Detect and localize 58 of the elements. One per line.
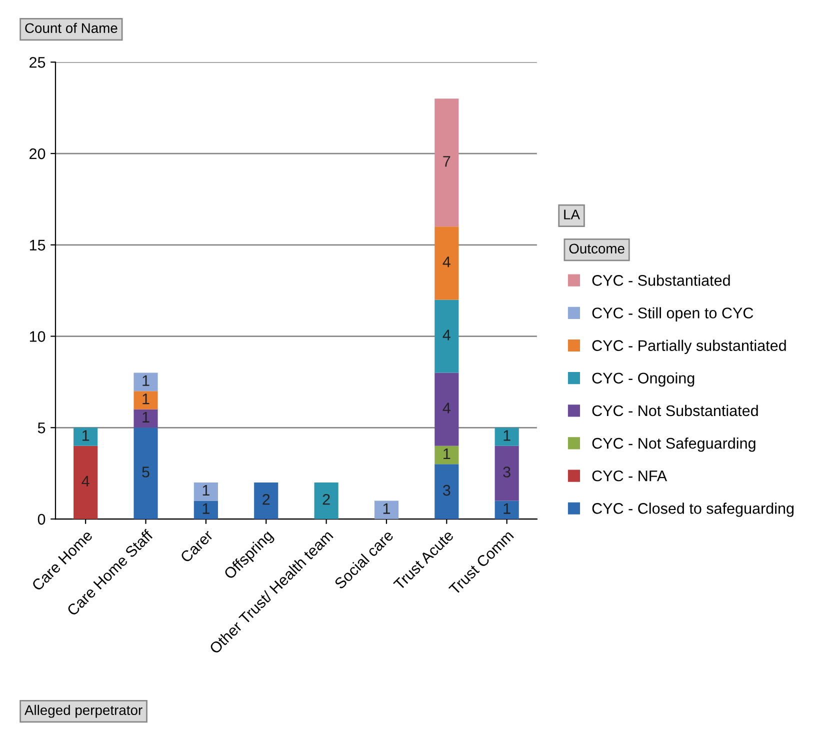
data-label: 5 (142, 466, 150, 478)
bar (434, 446, 459, 464)
bar (494, 446, 519, 501)
data-label: 1 (202, 485, 210, 496)
y-tick-label: 10 (30, 331, 46, 342)
data-label: 1 (444, 448, 450, 459)
bar (134, 391, 158, 410)
data-label: 2 (262, 494, 270, 505)
bar (434, 300, 459, 373)
bar (494, 428, 519, 446)
y-tick-label: 5 (38, 422, 46, 434)
y-tick-label: 25 (30, 57, 46, 68)
bar (74, 428, 98, 446)
data-label: 3 (442, 484, 450, 496)
data-label: 1 (504, 503, 510, 514)
legend-label: CYC - Closed to safeguarding (592, 502, 794, 517)
legend-label: CYC - Substantiated (592, 274, 730, 286)
legend-label: CYC - Ongoing (592, 372, 694, 387)
legend-label: CYC - Partially substantiated (592, 340, 786, 354)
data-label: 1 (504, 430, 510, 441)
y-tick-label: 15 (30, 240, 46, 251)
data-label: 2 (322, 494, 330, 505)
bar (374, 500, 399, 520)
data-label: 1 (142, 394, 150, 404)
x-axis-title: Alleged perpetrator (24, 704, 142, 718)
data-label: 4 (82, 476, 90, 486)
data-label: 1 (82, 430, 90, 441)
data-label: 4 (442, 256, 450, 268)
bar (434, 226, 459, 300)
data-label: 1 (142, 412, 150, 422)
text: LA (564, 210, 580, 220)
legend-label: CYC - NFA (592, 470, 668, 482)
legend-label: CYC - Still open to CYC (592, 307, 754, 322)
data-label: 3 (503, 466, 510, 478)
data-label: 4 (442, 330, 450, 340)
data-label: 1 (383, 503, 390, 514)
data-label: 4 (442, 402, 450, 414)
y-axis-title: Count of Name (25, 22, 118, 34)
bar (314, 482, 338, 520)
y-tick-label: 0 (38, 514, 46, 525)
bar (134, 428, 158, 520)
legend-label: CYC - Not Substantiated (592, 404, 758, 416)
data-label: 1 (202, 503, 210, 514)
data-label: 7 (443, 156, 450, 167)
bar (134, 409, 158, 428)
bar (494, 500, 519, 520)
bar (434, 372, 459, 446)
bar (194, 482, 218, 501)
y-tick-label: 20 (30, 148, 46, 160)
bar (74, 446, 98, 520)
bar (254, 482, 278, 520)
data-label: 1 (142, 375, 150, 386)
bar (134, 372, 158, 392)
legend-label: CYC - Not Safeguarding (592, 438, 756, 452)
legend-title: Outcome (569, 244, 624, 254)
bar (434, 98, 459, 227)
bar (434, 464, 459, 520)
bar (194, 500, 218, 520)
